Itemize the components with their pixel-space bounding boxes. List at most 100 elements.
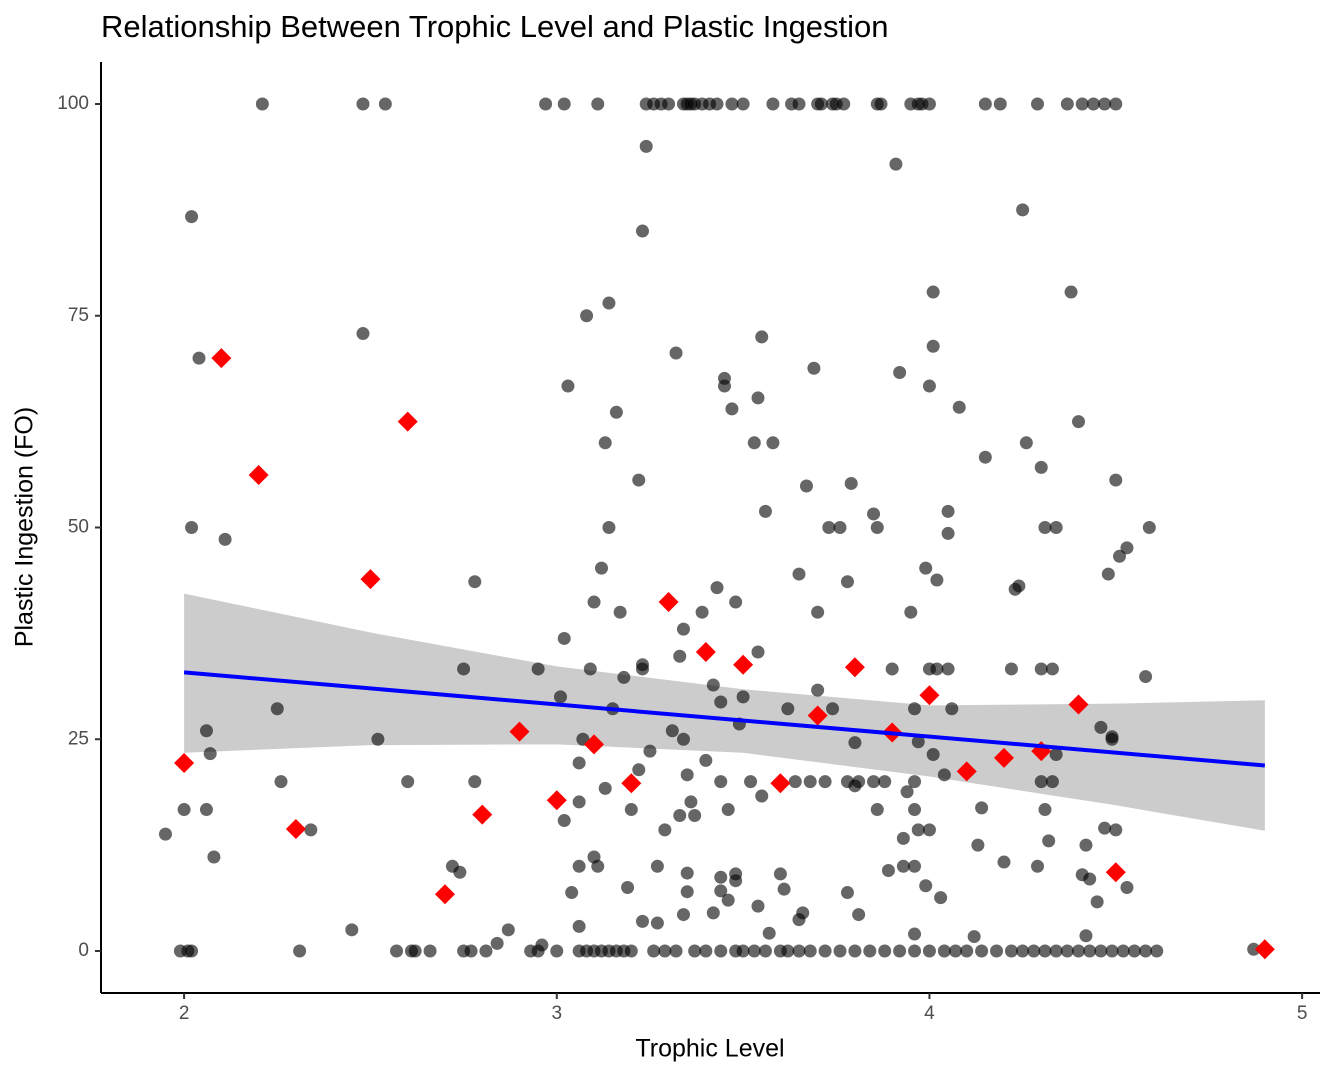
data-point [1094,944,1108,958]
data-point [773,867,787,881]
data-point [554,690,568,704]
data-point [1079,838,1093,852]
data-point [1083,944,1097,958]
data-point [1038,521,1052,534]
data-point [647,944,661,958]
y-axis-label: Plastic Ingestion (FO) [11,407,39,647]
data-point [676,732,690,746]
data-point [192,351,206,365]
data-point [896,831,910,845]
data-point [1031,97,1045,111]
mean-marker [695,642,716,663]
data-point [803,944,817,958]
data-point [207,850,221,864]
data-point [1116,944,1130,958]
data-point [926,339,940,353]
data-point [185,521,199,534]
data-point [714,884,728,898]
data-point [594,561,608,575]
data-point [1075,97,1089,111]
data-point [457,662,471,676]
data-point [863,944,877,958]
mean-marker [844,657,865,678]
data-point [922,97,936,111]
data-point [975,801,989,815]
data-point [885,662,899,676]
data-point [971,838,985,852]
data-point [811,97,825,111]
data-point [1098,97,1112,111]
data-point [680,768,694,782]
data-point [766,97,780,111]
data-point [479,944,493,958]
data-point [1064,285,1078,299]
data-point [1090,895,1104,909]
data-point [758,504,772,518]
data-point [710,97,724,111]
data-point [572,756,586,770]
data-point [1072,415,1086,429]
data-point [1086,97,1100,111]
data-point [676,622,690,636]
data-point [408,944,422,958]
mean-marker [397,411,418,432]
data-point [881,864,895,878]
data-point [650,916,664,930]
data-point [908,859,922,873]
data-point [624,944,638,958]
data-point [401,775,415,789]
mean-marker [733,654,754,675]
mean-marker [1068,694,1089,715]
data-point [598,436,612,450]
data-point [736,944,750,958]
data-point [926,285,940,299]
data-point [304,823,318,837]
data-point [1060,97,1074,111]
data-point [550,944,564,958]
data-point [1045,775,1059,789]
data-point [1094,720,1108,734]
data-point [840,886,854,900]
data-point [826,702,840,716]
mean-marker [248,464,269,485]
data-point [199,803,213,817]
data-point [960,944,974,958]
data-point [721,893,735,907]
data-point [807,361,821,375]
data-point [781,944,795,958]
data-point [848,944,862,958]
data-point [766,436,780,450]
data-point [658,823,672,837]
data-point [662,97,676,111]
data-point [468,575,482,589]
data-point [762,926,776,940]
y-tick-label: 100 [57,93,89,114]
data-point [624,803,638,817]
data-point [1049,521,1063,534]
data-point [867,507,881,521]
data-point [941,526,955,540]
data-point [975,944,989,958]
data-point [818,775,832,789]
data-point [490,936,504,950]
mean-marker [360,569,381,590]
data-point [378,97,392,111]
data-point [911,97,925,111]
data-point [714,695,728,709]
data-point [736,97,750,111]
mean-marker [434,884,455,905]
data-point [572,919,586,933]
data-point [908,944,922,958]
data-point [1038,944,1052,958]
data-point [878,944,892,958]
mean-marker [1105,862,1126,883]
data-point [941,662,955,676]
data-point [1034,775,1048,789]
data-point [635,658,649,672]
data-point [274,775,288,789]
data-point [1060,944,1074,958]
data-point [908,702,922,716]
data-point [714,944,728,958]
data-point [468,775,482,789]
